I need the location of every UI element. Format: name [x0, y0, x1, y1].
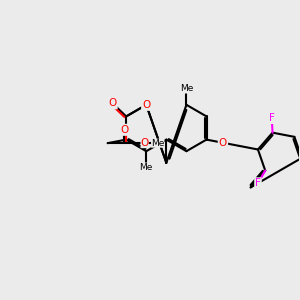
Text: O: O	[142, 100, 150, 110]
Text: O: O	[108, 98, 117, 108]
Text: F: F	[255, 178, 261, 188]
Text: Me: Me	[180, 84, 193, 93]
Text: O: O	[120, 125, 128, 135]
Text: Me: Me	[140, 164, 153, 172]
Text: O: O	[219, 138, 227, 148]
Text: F: F	[269, 113, 275, 123]
Text: O: O	[140, 138, 149, 148]
Text: Me: Me	[151, 139, 164, 148]
